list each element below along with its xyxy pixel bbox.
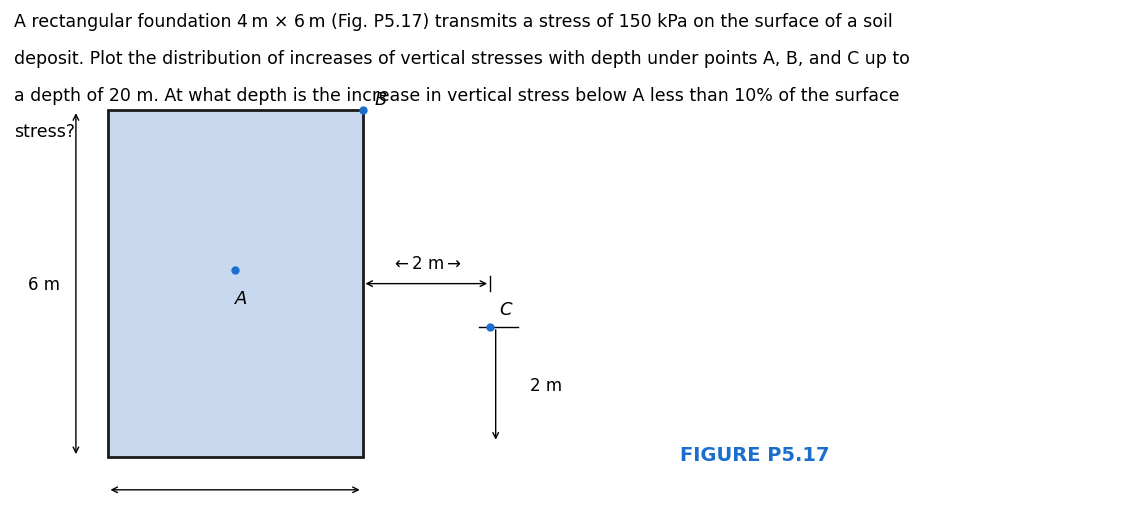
Text: deposit. Plot the distribution of increases of vertical stresses with depth unde: deposit. Plot the distribution of increa… (14, 49, 910, 68)
Text: $\leftarrow$2 m$\rightarrow$: $\leftarrow$2 m$\rightarrow$ (391, 255, 462, 273)
Text: $A$: $A$ (233, 289, 248, 308)
Text: $C$: $C$ (499, 300, 513, 318)
Text: A rectangular foundation 4 m × 6 m (Fig. P5.17) transmits a stress of 150 kPa on: A rectangular foundation 4 m × 6 m (Fig.… (14, 13, 893, 31)
Text: 6 m: 6 m (28, 275, 60, 293)
Text: FIGURE P5.17: FIGURE P5.17 (680, 445, 829, 464)
Text: 2 m: 2 m (530, 376, 562, 394)
Text: stress?: stress? (14, 123, 75, 141)
Text: $B$: $B$ (374, 90, 387, 109)
Text: a depth of 20 m. At what depth is the increase in vertical stress below A less t: a depth of 20 m. At what depth is the in… (14, 86, 900, 105)
Bar (108, 111, 363, 457)
